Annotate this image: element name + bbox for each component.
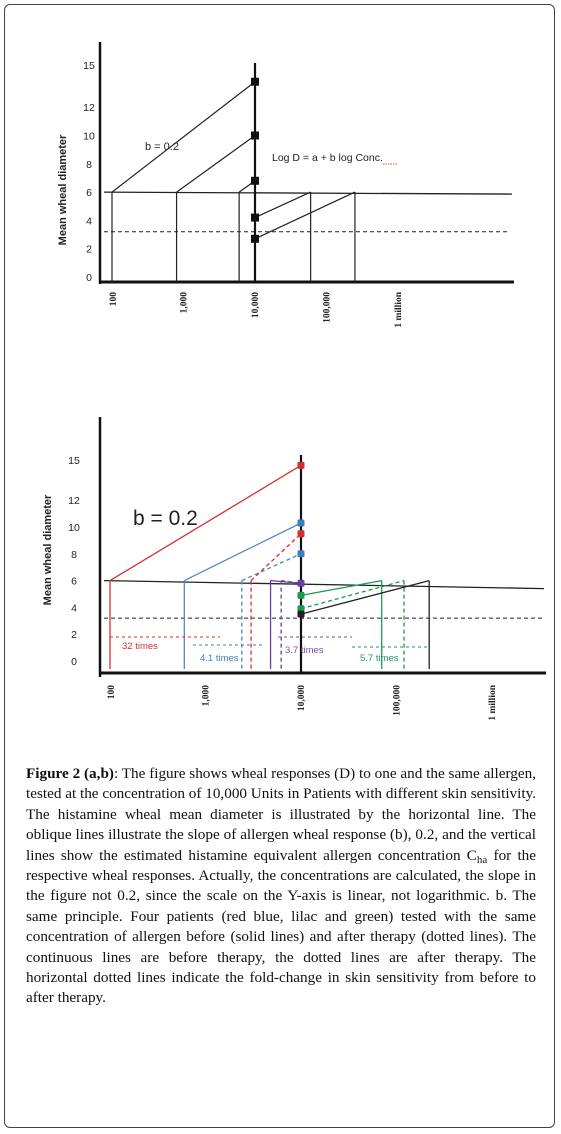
caption-text-2: for the respective wheal responses. Actu… [26,846,536,1007]
caption-subscript: ha [476,853,488,866]
figure-frame [4,4,555,1128]
x-tick-label: 100 [107,685,117,700]
equation-label: Log D = a + b log Conc. [272,152,383,164]
data-point [297,591,305,599]
y-tick-label: 2 [71,629,77,641]
data-point [251,213,259,222]
x-tick-label: 100 [109,292,119,307]
data-point [297,605,305,613]
series-line [250,533,302,582]
data-point [297,579,305,587]
allergen-line [176,135,256,193]
x-tick-label: 1 million [488,684,498,720]
y-tick-label: 4 [86,215,92,227]
y-tick-label: 6 [86,187,92,199]
histamine-line [103,579,545,590]
y-tick-label: 10 [68,522,80,534]
series-line [241,553,302,582]
fold-change-label: 32 times [122,641,158,652]
plot-area [98,42,514,284]
y-tick-labels: 0 2 4 6 8 10 12 15 [83,60,95,284]
data-point [297,461,305,469]
slope-label: b = 0.2 [145,141,179,153]
y-tick-label: 8 [86,159,92,171]
data-point [297,610,305,618]
chart-panel-a: Mean wheal diameter 0 2 4 6 8 10 12 15 100 1,000… [57,42,514,328]
y-tick-label: 0 [71,656,77,668]
y-tick-label: 15 [83,60,95,72]
x-tick-labels: 100 1,000 10,000 100,000 1 million [109,291,404,327]
y-tick-label: 8 [71,549,77,561]
caption-text-1: : The figure shows wheal responses (D) t… [26,765,536,864]
y-tick-label: 15 [68,455,80,467]
y-axis-label: Mean wheal diameter [42,494,54,605]
data-point [297,519,305,527]
series-line [300,579,430,615]
x-tick-label: 1,000 [180,292,190,314]
y-tick-label: 0 [86,272,92,284]
x-tick-labels: 100 1,000 10,000 100,000 1 million [107,684,498,720]
y-tick-labels: 0 2 4 6 8 10 12 15 [68,455,80,668]
allergen-line [111,81,256,193]
data-point [251,234,259,243]
y-axis-label: Mean wheal diameter [57,134,69,245]
x-tick-label: 100,000 [323,292,333,323]
y-tick-label: 2 [86,244,92,256]
series-line [300,579,382,596]
x-tick-label: 10,000 [297,685,307,711]
series-line [300,579,405,610]
allergen-line [254,191,356,240]
y-tick-label: 4 [71,602,77,614]
y-tick-label: 12 [68,495,80,507]
slope-label: b = 0.2 [133,507,198,530]
x-tick-label: 1,000 [202,685,212,707]
data-point [297,530,305,538]
chart-panel-b: Mean wheal diameter 0 2 4 6 8 10 12 15 100 1,000… [42,417,546,721]
y-tick-label: 12 [83,102,95,114]
plot-area: 32 times 4.1 times 3.7 times 5.7 times [98,417,546,677]
y-tick-label: 10 [83,131,95,143]
series-line [109,464,302,582]
fold-change-label: 3.7 times [285,645,324,656]
x-tick-label: 1 million [394,291,404,327]
fold-change-label: 4.1 times [200,653,239,664]
x-tick-label: 100,000 [393,685,403,716]
x-tick-label: 10,000 [251,292,261,318]
data-point [251,176,259,185]
data-point [251,131,259,140]
data-point [251,77,259,86]
data-point [297,550,305,558]
caption-label: Figure 2 (a,b) [26,765,114,782]
allergen-line [254,191,311,219]
figure-caption: Figure 2 (a,b): The figure shows wheal r… [26,764,536,1009]
y-tick-label: 6 [71,576,77,588]
series-line [184,522,302,582]
fold-change-label: 5.7 times [360,653,399,664]
